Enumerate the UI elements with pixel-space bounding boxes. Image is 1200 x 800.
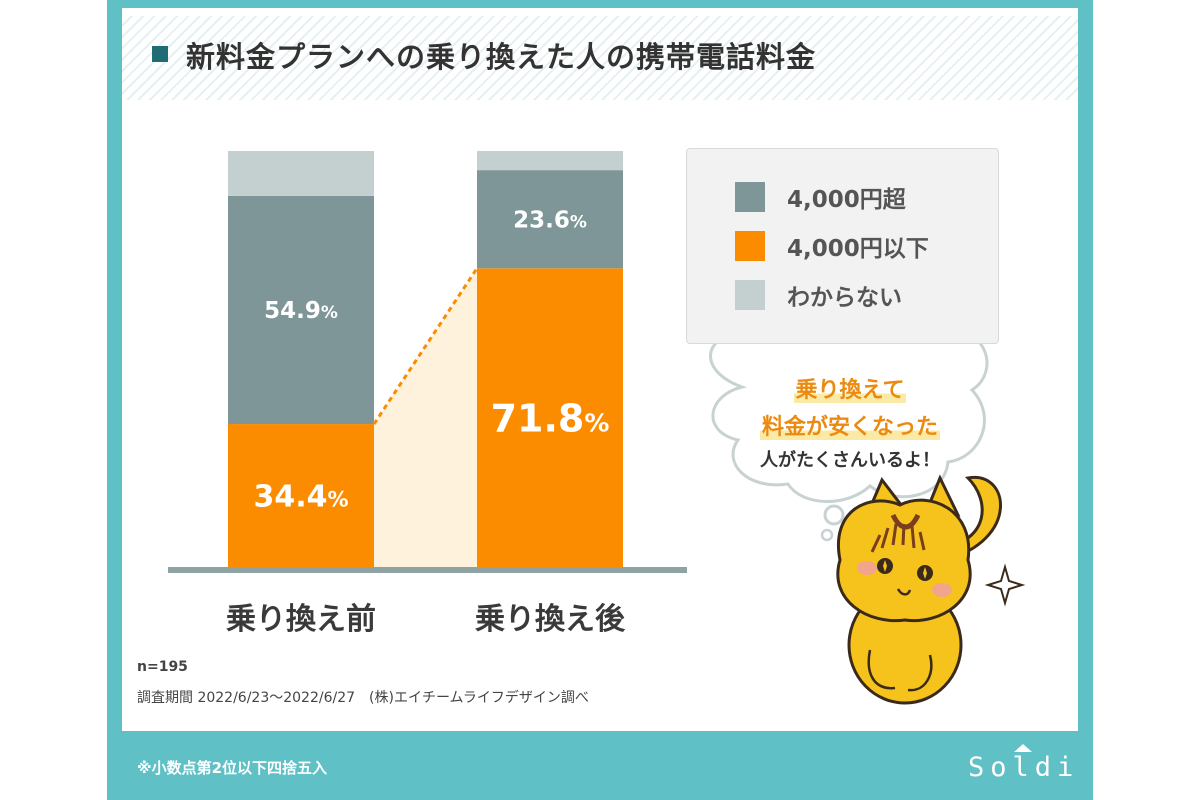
legend-item: 4,000円以下: [735, 231, 929, 262]
bar-segment: [228, 424, 374, 567]
sample-size-note: n=195: [137, 659, 188, 675]
legend-label: わからない: [787, 285, 902, 311]
chart-title: 新料金プランへの乗り換えた人の携帯電話料金: [186, 40, 817, 74]
legend-item: わからない: [735, 280, 902, 311]
bar-segment: [228, 195, 374, 425]
legend-item: 4,000円超: [735, 182, 906, 213]
chart-legend: 4,000円超 4,000円以下 わからない: [686, 148, 999, 344]
bar-segment: [477, 170, 623, 269]
title-band: [122, 16, 1078, 100]
data-label: 34.4%: [253, 479, 348, 514]
sparkle-icon: [984, 563, 1026, 607]
legend-swatch: [735, 280, 765, 310]
connector-area: [374, 268, 477, 567]
survey-period-note: 調査期間 2022/6/23〜2022/6/27 (株)エイチームライフデザイン…: [137, 690, 589, 706]
bar-segment: [477, 151, 623, 171]
bubble-line-3: 人がたくさんいるよ！: [760, 450, 940, 471]
legend-label: 4,000円超: [787, 187, 906, 213]
title-marker-icon: [152, 46, 168, 62]
bar-segment: [228, 151, 374, 196]
bubble-line-1: 乗り換えて: [793, 378, 907, 403]
legend-swatch: [735, 182, 765, 212]
brand-logo: Soldi: [968, 752, 1080, 783]
legend-label: 4,000円以下: [787, 236, 929, 262]
category-label: 乗り換え前: [226, 602, 376, 637]
legend-swatch: [735, 231, 765, 261]
category-label: 乗り換え後: [475, 602, 626, 637]
bubble-line-2: 料金が安くなった: [759, 415, 940, 440]
data-label: 54.9%: [264, 298, 338, 324]
brand-roof-icon: [1014, 744, 1032, 752]
rounding-note: ※小数点第2位以下四捨五入: [137, 759, 328, 777]
data-label: 71.8%: [491, 396, 610, 440]
mascot-squirrel-illustration: [836, 474, 1002, 705]
data-label: 23.6%: [513, 208, 587, 234]
bar-segment: [477, 268, 623, 567]
connector-line: [372, 267, 479, 425]
